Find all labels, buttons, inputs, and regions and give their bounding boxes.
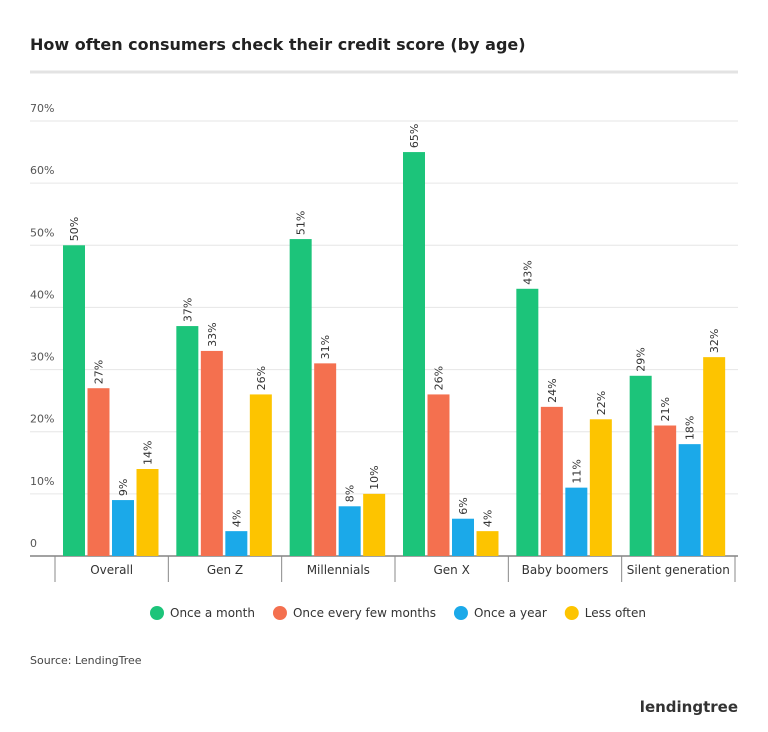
- y-tick-label: 40%: [30, 288, 54, 301]
- bar: [136, 469, 159, 556]
- bar: [200, 350, 223, 556]
- data-label: 24%: [546, 378, 559, 402]
- bar: [703, 357, 726, 556]
- logo: lendingtree: [640, 698, 738, 716]
- data-label: 51%: [295, 211, 308, 235]
- chart-title: How often consumers check their credit s…: [30, 35, 526, 54]
- bar: [452, 518, 474, 556]
- data-label: 6%: [457, 497, 470, 514]
- data-label: 27%: [93, 360, 106, 384]
- bar: [403, 152, 425, 557]
- data-label: 10%: [368, 465, 381, 489]
- y-tick-label: 0: [30, 537, 37, 550]
- legend-label: Once every few months: [293, 606, 436, 620]
- y-tick-label: 70%: [30, 102, 54, 115]
- bar: [289, 239, 312, 557]
- y-tick-label: 50%: [30, 226, 54, 239]
- data-label: 37%: [181, 298, 194, 322]
- x-tick-label: Baby boomers: [522, 563, 609, 577]
- data-label: 33%: [206, 322, 219, 346]
- y-tick-label: 30%: [30, 351, 54, 364]
- bar: [338, 506, 361, 556]
- data-label: 65%: [408, 124, 421, 148]
- x-tick-label: Overall: [90, 563, 133, 577]
- data-label: 9%: [117, 479, 130, 496]
- data-label: 50%: [68, 217, 81, 241]
- x-tick-label: Gen X: [434, 563, 470, 577]
- legend-marker: [453, 606, 468, 620]
- bar: [654, 425, 677, 556]
- data-label: 14%: [142, 441, 155, 465]
- bar: [363, 493, 386, 556]
- x-tick-label: Gen Z: [207, 563, 243, 577]
- data-label: 4%: [482, 510, 495, 527]
- data-label: 11%: [570, 459, 583, 483]
- bar: [678, 444, 701, 556]
- data-label: 26%: [255, 366, 268, 390]
- x-tick-label: Silent generation: [627, 563, 730, 577]
- data-label: 26%: [433, 366, 446, 390]
- bar: [87, 388, 110, 556]
- data-label: 8%: [344, 485, 357, 502]
- legend-marker: [564, 606, 579, 620]
- legend-marker: [272, 606, 287, 620]
- x-tick-label: Millennials: [307, 563, 370, 577]
- bar: [589, 419, 612, 556]
- y-tick-label: 20%: [30, 413, 54, 426]
- y-tick-label: 10%: [30, 475, 54, 488]
- legend-label: Once a year: [474, 606, 547, 620]
- bar: [565, 487, 588, 556]
- data-label: 18%: [684, 416, 697, 440]
- bar: [314, 363, 337, 556]
- bar: [476, 531, 499, 556]
- bar: [249, 394, 272, 556]
- bar: [516, 288, 539, 556]
- data-label: 43%: [521, 260, 534, 284]
- data-label: 22%: [595, 391, 608, 415]
- bar: [112, 500, 134, 556]
- data-label: 21%: [659, 397, 672, 421]
- bar: [63, 245, 85, 557]
- bar: [176, 326, 199, 556]
- bar: [225, 531, 248, 556]
- bar: [427, 394, 450, 556]
- y-tick-label: 60%: [30, 164, 54, 177]
- data-label: 29%: [635, 347, 648, 371]
- bar: [629, 375, 652, 556]
- data-label: 32%: [708, 329, 721, 353]
- source: Source: LendingTree: [30, 654, 142, 667]
- data-label: 4%: [230, 510, 243, 527]
- legend-marker: [150, 606, 164, 620]
- bar: [540, 406, 563, 556]
- legend-label: Once a month: [170, 606, 255, 620]
- data-label: 31%: [319, 335, 332, 359]
- legend-label: Less often: [585, 606, 646, 620]
